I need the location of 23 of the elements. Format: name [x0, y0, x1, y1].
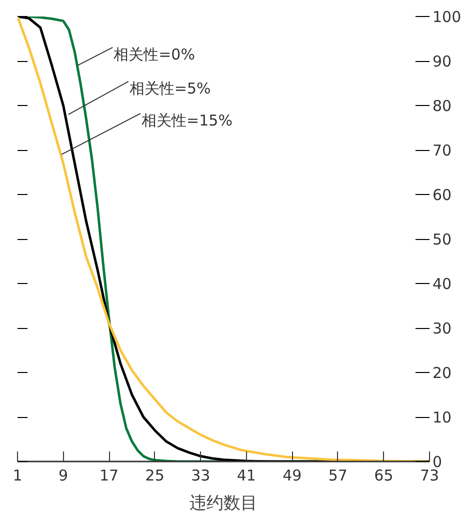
y-tick-label: 50	[432, 230, 452, 248]
x-tick-label: 57	[328, 466, 348, 484]
annotation: 相关性=0%	[114, 45, 195, 64]
y-tick-label: 30	[432, 320, 452, 338]
y-tick-label: 70	[432, 142, 452, 160]
x-tick-label: 9	[58, 466, 68, 484]
x-tick-label: 49	[282, 466, 302, 484]
x-tick-label: 65	[374, 466, 394, 484]
annotation: 相关性=5%	[129, 79, 211, 98]
x-tick-label: 41	[236, 466, 256, 484]
x-tick-label: 33	[191, 466, 210, 484]
x-tick-label: 25	[145, 466, 164, 484]
y-tick-label: 40	[432, 275, 452, 293]
x-axis-title: 违约数目	[190, 494, 258, 514]
annotation: 相关性=15%	[142, 111, 232, 130]
y-tick-label: 20	[432, 364, 452, 382]
x-tick-label: 1	[12, 466, 22, 484]
y-tick-label: 100	[432, 8, 462, 26]
y-tick-label: 60	[432, 186, 452, 204]
y-tick-label: 90	[432, 52, 452, 70]
x-tick-label: 17	[100, 466, 119, 484]
y-tick-label: 10	[432, 408, 452, 426]
y-tick-label: 80	[432, 97, 452, 115]
